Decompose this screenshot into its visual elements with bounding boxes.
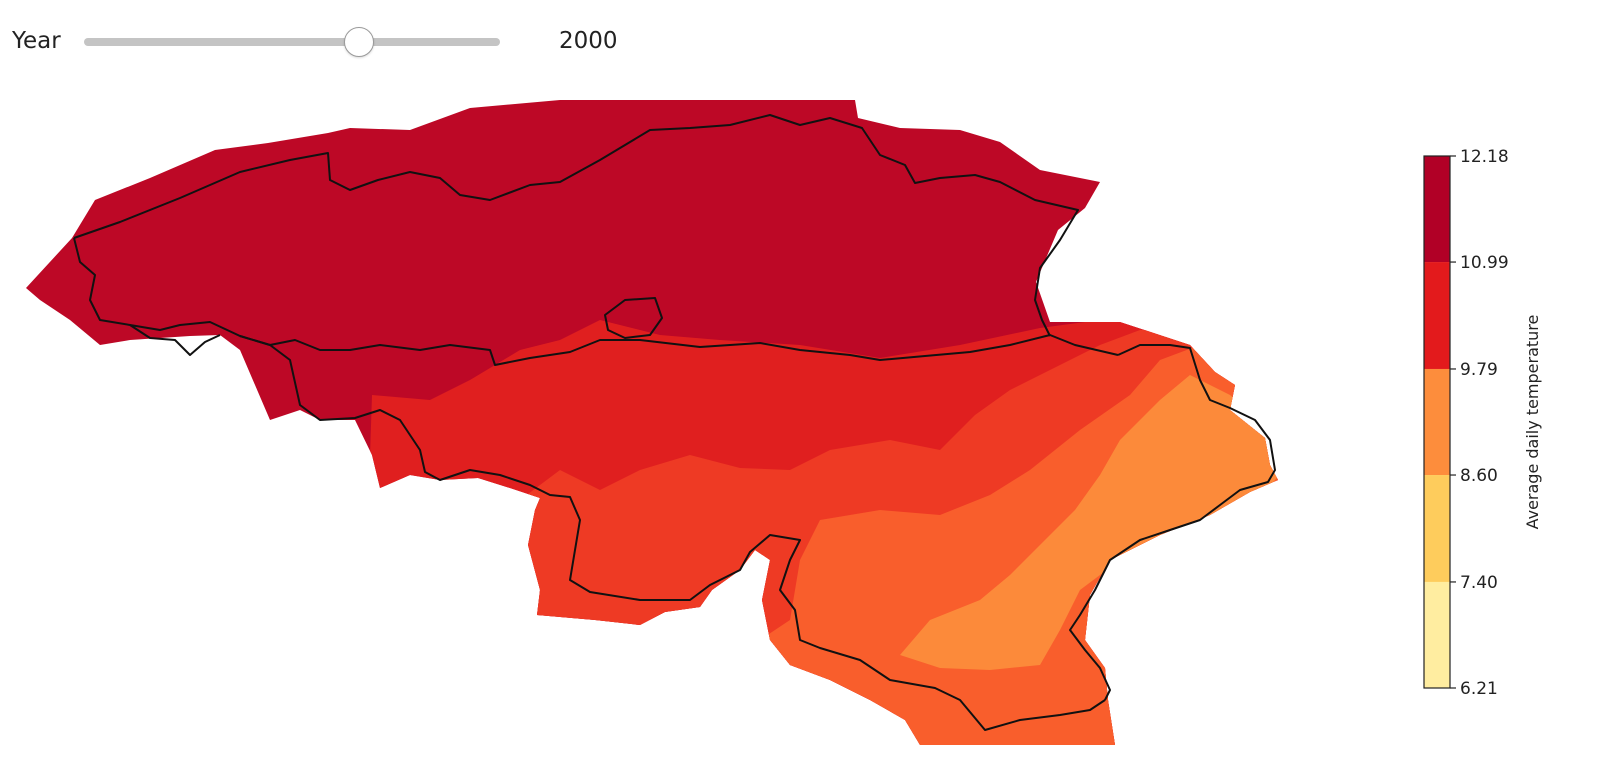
colorbar-band bbox=[1424, 156, 1450, 263]
year-slider-thumb[interactable] bbox=[343, 27, 374, 57]
border-north bbox=[73, 114, 1079, 337]
border-east bbox=[1069, 344, 1276, 701]
colorbar-tick-label: 6.21 bbox=[1460, 679, 1498, 699]
colorbar-band bbox=[1424, 475, 1450, 582]
colorbar-tick-label: 8.60 bbox=[1460, 466, 1498, 486]
border-language bbox=[73, 237, 1119, 366]
border-france-west bbox=[129, 324, 221, 356]
colorbar-tick-label: 12.18 bbox=[1460, 147, 1509, 167]
colorbar-frame bbox=[1423, 155, 1451, 689]
contour-band-9 bbox=[900, 375, 1278, 670]
colorbar-band bbox=[1424, 581, 1450, 688]
year-value: 2000 bbox=[559, 28, 618, 54]
colorbar-label: Average daily temperature bbox=[1523, 315, 1542, 530]
colorbar-tick-label: 7.40 bbox=[1460, 573, 1498, 593]
brussels-region bbox=[604, 297, 663, 339]
temperature-contours bbox=[26, 100, 1278, 745]
colorbar-band bbox=[1424, 368, 1450, 476]
year-slider-control: Year 2000 bbox=[0, 0, 700, 86]
colorbar-tick-label: 9.79 bbox=[1460, 360, 1498, 380]
border-lines bbox=[73, 114, 1276, 731]
border-south bbox=[239, 335, 1106, 731]
colorbar: 12.18 10.99 9.79 8.60 7.40 6.21 Average daily … bbox=[1423, 147, 1542, 699]
colorbar-tick-label: 10.99 bbox=[1460, 253, 1509, 273]
year-label: Year bbox=[12, 28, 61, 54]
colorbar-band bbox=[1424, 262, 1450, 369]
year-slider-track[interactable] bbox=[84, 38, 500, 46]
